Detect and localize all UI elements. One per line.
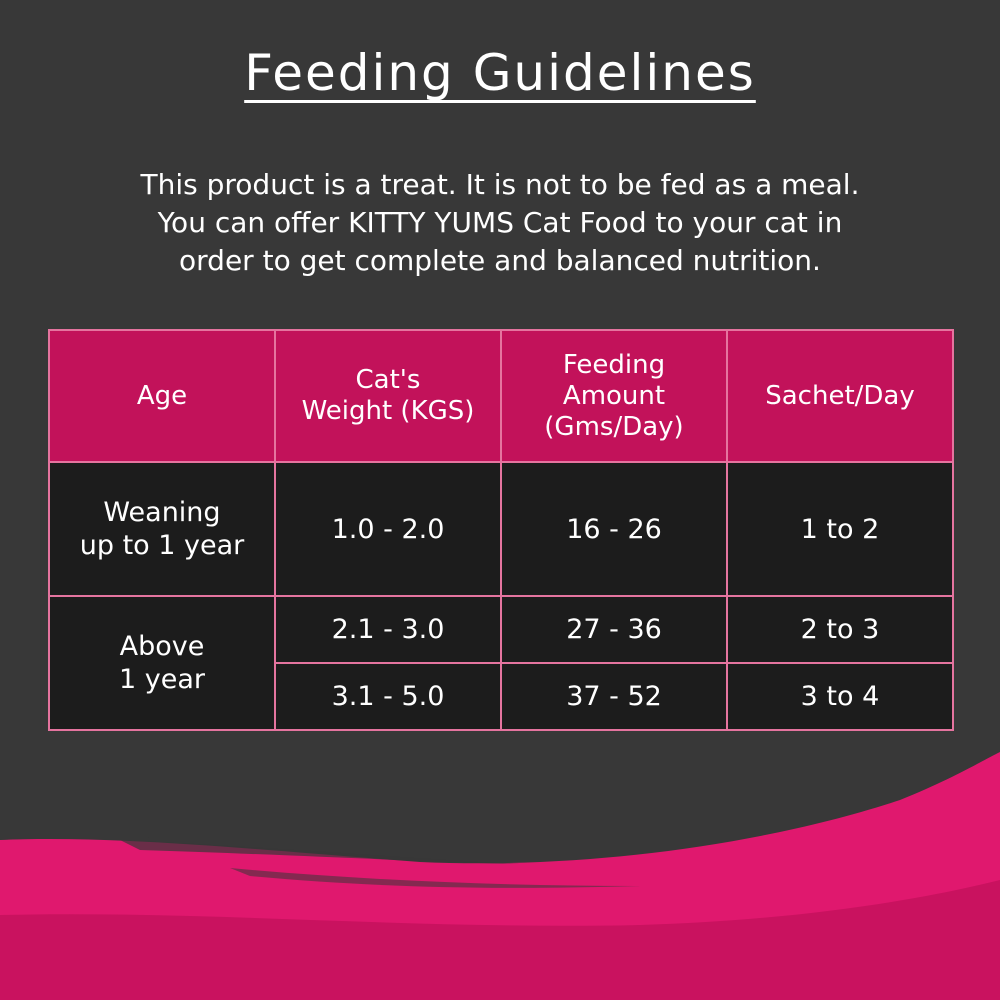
brush-streak bbox=[120, 840, 520, 864]
table-row: Above 1 year 2.1 - 3.0 27 - 36 2 to 3 bbox=[48, 595, 954, 731]
table-header-row: Age Cat's Weight (KGS) Feeding Amount (G… bbox=[48, 329, 954, 463]
age-line: up to 1 year bbox=[79, 530, 245, 561]
brush-stroke-decoration bbox=[0, 752, 1000, 1000]
header-amount-line: Feeding bbox=[562, 349, 666, 380]
header-amount: Feeding Amount (Gms/Day) bbox=[500, 329, 728, 463]
sachet-cell: 1 to 2 bbox=[726, 461, 954, 597]
age-line: Weaning bbox=[103, 497, 221, 528]
amount-cell: 27 - 36 bbox=[500, 595, 728, 664]
age-cell: Above 1 year bbox=[48, 595, 276, 731]
age-cell: Weaning up to 1 year bbox=[48, 461, 276, 597]
amount-cell: 37 - 52 bbox=[500, 662, 728, 731]
table-row: Weaning up to 1 year 1.0 - 2.0 16 - 26 1… bbox=[48, 461, 954, 597]
header-weight-line: Weight (KGS) bbox=[301, 396, 475, 426]
header-age-label: Age bbox=[136, 380, 188, 411]
sachet-cell: 3 to 4 bbox=[726, 662, 954, 731]
header-sachet-label: Sachet/Day bbox=[765, 380, 915, 411]
sachet-cell: 2 to 3 bbox=[726, 595, 954, 664]
page-title-text: Feeding Guidelines bbox=[244, 44, 756, 102]
brush-stroke-shadow bbox=[0, 880, 1000, 1000]
weight-cell: 2.1 - 3.0 bbox=[274, 595, 502, 664]
header-weight-line: Cat's bbox=[355, 365, 421, 395]
age-line: 1 year bbox=[119, 664, 205, 695]
brush-streak bbox=[230, 868, 640, 888]
header-amount-line: Amount bbox=[562, 380, 666, 411]
header-weight: Cat's Weight (KGS) bbox=[274, 329, 502, 463]
header-age: Age bbox=[48, 329, 276, 463]
header-amount-line: (Gms/Day) bbox=[544, 411, 684, 442]
feeding-table: Age Cat's Weight (KGS) Feeding Amount (G… bbox=[48, 329, 954, 731]
page-title: Feeding Guidelines bbox=[0, 44, 1000, 102]
brush-streak bbox=[0, 831, 160, 840]
table-row: 3.1 - 5.0 37 - 52 3 to 4 bbox=[49, 662, 954, 731]
age-line: Above bbox=[119, 631, 205, 662]
weight-cell: 1.0 - 2.0 bbox=[274, 461, 502, 597]
intro-line: This product is a treat. It is not to be… bbox=[140, 168, 860, 201]
intro-line: order to get complete and balanced nutri… bbox=[179, 244, 821, 277]
header-sachet: Sachet/Day bbox=[726, 329, 954, 463]
intro-text: This product is a treat. It is not to be… bbox=[0, 166, 1000, 280]
weight-cell: 3.1 - 5.0 bbox=[274, 662, 502, 731]
intro-line: You can offer KITTY YUMS Cat Food to you… bbox=[157, 206, 843, 239]
amount-cell: 16 - 26 bbox=[500, 461, 728, 597]
